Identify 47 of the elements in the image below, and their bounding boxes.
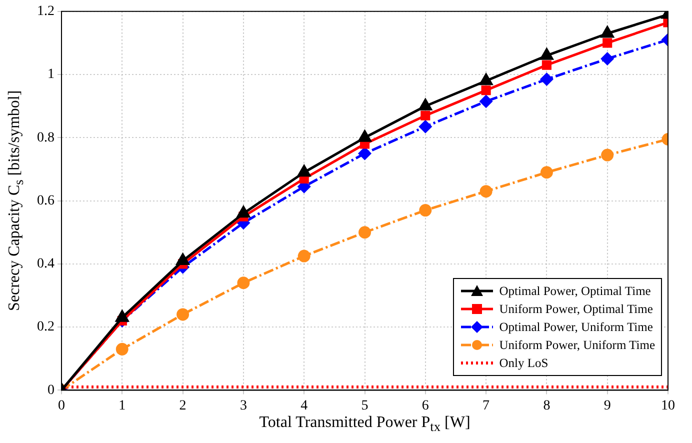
y-tick-label: 0: [48, 382, 54, 398]
x-tick-label: 10: [661, 398, 675, 414]
point: [480, 74, 492, 86]
x-tick-label: 4: [300, 398, 308, 414]
legend-label: Uniform Power, Optimal Time: [499, 302, 653, 317]
x-tick-label: 9: [604, 398, 611, 414]
legend-label: Uniform Power, Uniform Time: [499, 338, 655, 353]
point: [176, 254, 190, 266]
point: [480, 95, 492, 108]
point: [358, 226, 371, 239]
x-tick-label: 7: [482, 398, 490, 414]
point: [540, 73, 553, 86]
point: [419, 120, 432, 133]
y-tick-label: 1: [48, 67, 54, 82]
point: [540, 166, 553, 179]
x-tick-label: 8: [543, 398, 550, 414]
x-tick-label: 6: [422, 398, 429, 414]
point: [602, 38, 612, 48]
point: [542, 60, 552, 70]
point: [419, 204, 432, 217]
point: [176, 308, 190, 321]
legend-label: Optimal Power, Optimal Time: [499, 284, 651, 299]
point: [420, 110, 430, 120]
x-tick-label: 3: [240, 398, 247, 414]
x-tick-label: 5: [361, 398, 368, 414]
point: [480, 185, 492, 198]
point: [237, 276, 250, 290]
point: [116, 310, 129, 322]
x-tick-label: 0: [58, 398, 65, 414]
point: [116, 342, 128, 356]
point: [601, 148, 614, 162]
point: [237, 206, 250, 218]
point: [298, 165, 311, 177]
x-tick-label: 2: [179, 398, 186, 414]
y-tick-label: 0.8: [37, 130, 54, 146]
point: [358, 147, 371, 160]
y-tick-label: 0.2: [37, 320, 54, 335]
legend-label: Optimal Power, Uniform Time: [499, 320, 653, 335]
y-tick-label: 0.4: [37, 256, 54, 272]
point: [298, 250, 310, 262]
y-tick-label: 0.6: [37, 193, 54, 208]
point: [601, 52, 614, 65]
x-tick-label: 1: [118, 398, 126, 414]
y-tick-label: 1.2: [37, 4, 54, 20]
x-axis-title: Total Transmitted Power P$_{tx}$ [W]: [259, 414, 470, 436]
point: [481, 86, 491, 96]
legend-label: Only LoS: [499, 356, 548, 371]
